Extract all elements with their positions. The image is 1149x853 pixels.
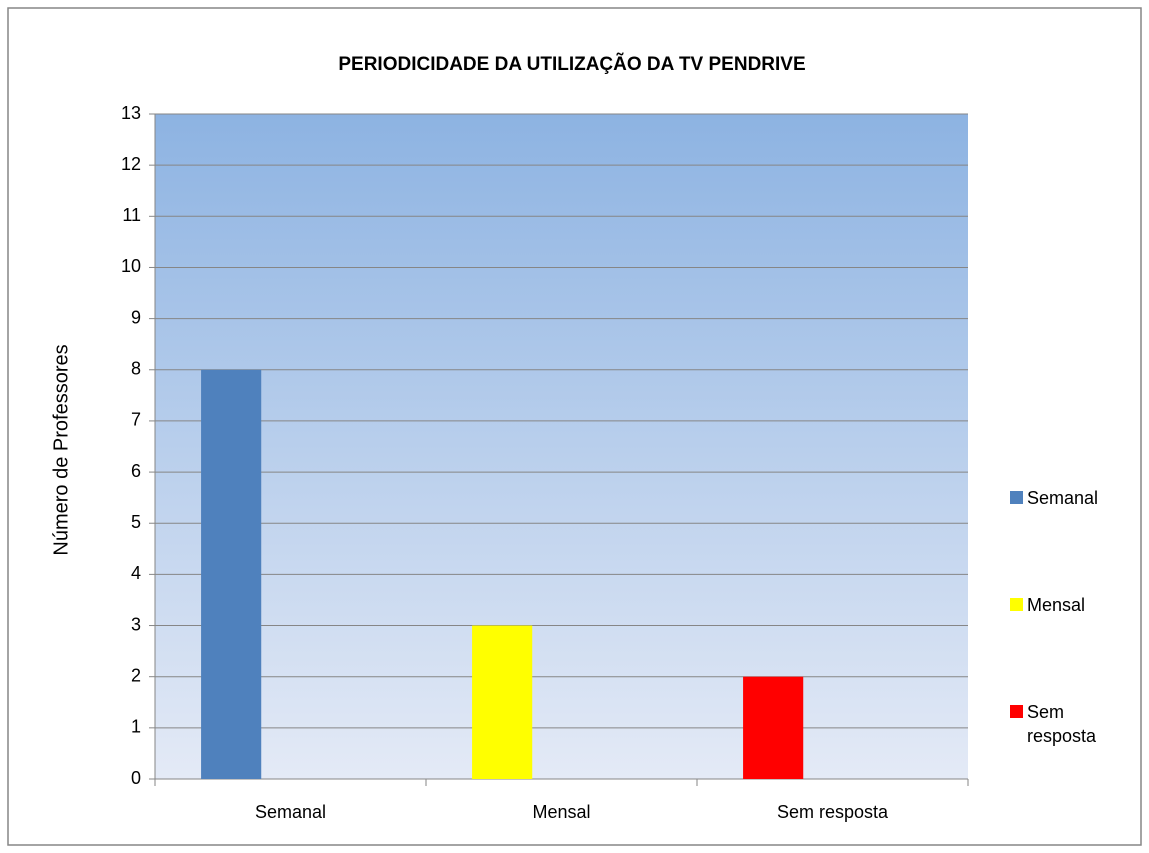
y-axis-label: Número de Professores [50,344,72,555]
y-tick-label: 4 [131,563,141,583]
legend-label: Sem resposta [1027,702,1097,746]
legend-label: Mensal [1027,595,1086,615]
y-tick-label: 6 [131,461,141,481]
y-tick-label: 5 [131,512,141,532]
bar [743,676,804,779]
y-tick-label: 13 [121,103,141,123]
y-tick-label: 8 [131,359,141,379]
plot-area [155,114,968,779]
legend-swatch [1010,598,1023,611]
y-tick-label: 2 [131,665,141,685]
y-tick-label: 10 [121,256,141,276]
legend-label: Semanal [1027,488,1099,508]
legend-item: Mensal [1010,593,1110,617]
y-tick-label: 7 [131,410,141,430]
legend-swatch [1010,705,1023,718]
x-tick-label: Semanal [255,802,326,822]
x-tick-label: Mensal [532,802,590,822]
y-tick-label: 3 [131,614,141,634]
y-tick-label: 11 [122,205,141,225]
legend-item: Sem resposta [1010,700,1110,748]
bar [472,625,533,779]
bar [201,369,262,779]
chart-title: PERIODICIDADE DA UTILIZAÇÃO DA TV PENDRI… [338,53,805,75]
y-tick-label: 0 [131,768,141,788]
y-tick-label: 12 [121,154,141,174]
y-tick-label: 9 [131,307,141,327]
x-tick-label: Sem resposta [777,802,889,822]
y-tick-label: 1 [131,717,141,737]
legend-item: Semanal [1010,486,1110,510]
legend-swatch [1010,491,1023,504]
